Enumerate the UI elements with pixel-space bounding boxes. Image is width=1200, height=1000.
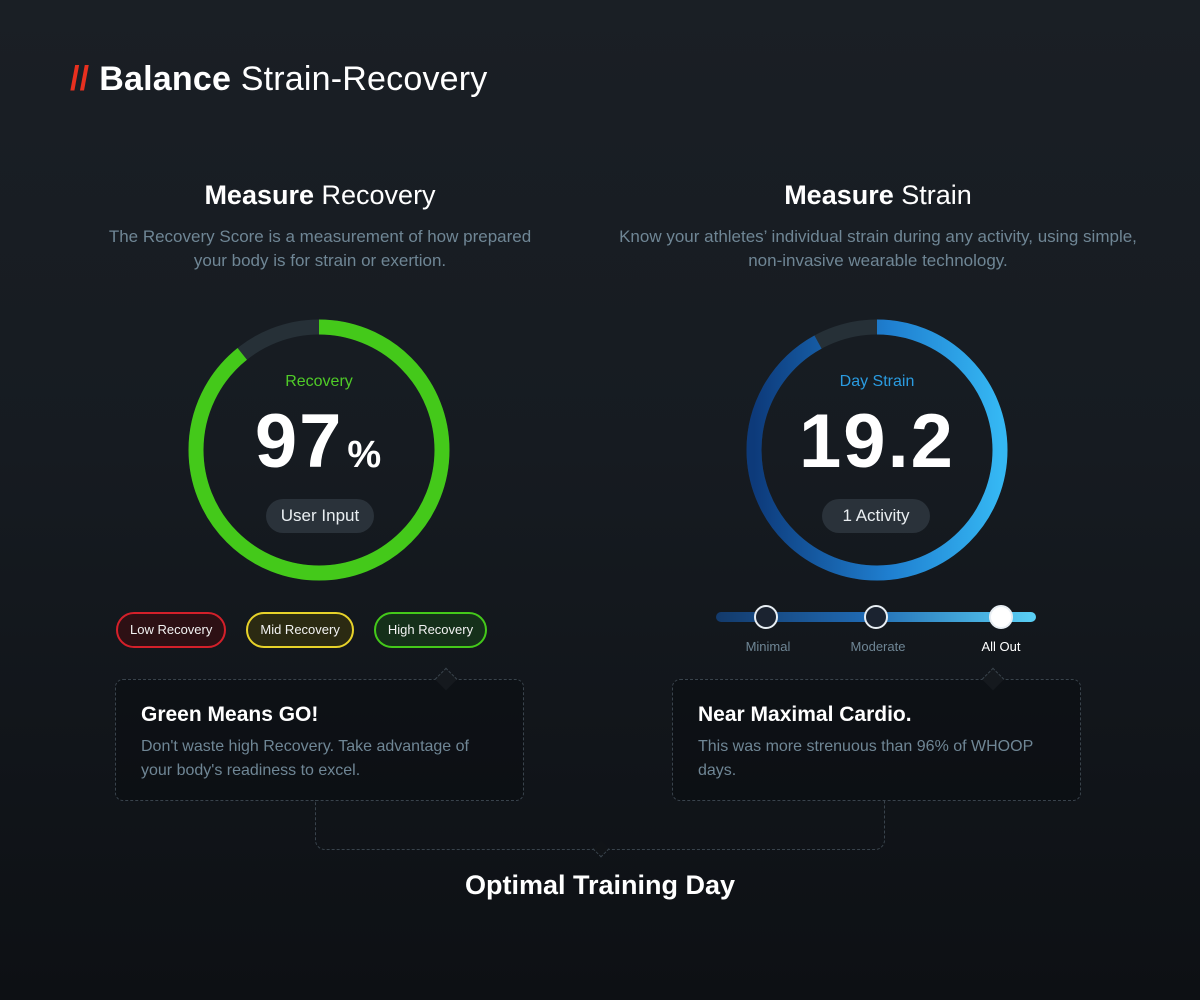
slider-label-all-out: All Out: [981, 639, 1021, 654]
activity-count-button[interactable]: 1 Activity: [822, 499, 930, 533]
strain-gauge: Day Strain 19.2 1 Activity: [745, 318, 1009, 582]
slider-knob-all-out[interactable]: [989, 605, 1013, 629]
high-recovery-badge: High Recovery: [373, 612, 488, 648]
recovery-heading-bold: Measure: [204, 180, 314, 210]
title-bold: Balance: [99, 60, 232, 98]
strain-level-slider: Minimal Moderate All Out: [716, 603, 1036, 663]
user-input-button[interactable]: User Input: [266, 499, 374, 533]
strain-ring-fill: [746, 319, 1008, 581]
recovery-score: 97%: [187, 398, 451, 485]
page-title: //Balance Strain-Recovery: [70, 60, 488, 99]
recovery-callout-body: Don't waste high Recovery. Take advantag…: [141, 738, 469, 779]
recovery-ring: [188, 319, 450, 581]
connector-bracket: [315, 800, 885, 858]
recovery-gauge-label: Recovery: [285, 373, 353, 390]
strain-section: Measure Strain Know your athletes’ indiv…: [618, 180, 1138, 273]
recovery-score-value: 97: [254, 399, 344, 484]
strain-score-value: 19.2: [799, 399, 955, 484]
strain-callout: Near Maximal Cardio. This was more stren…: [672, 667, 1081, 801]
recovery-score-unit: %: [347, 434, 384, 476]
slider-label-minimal: Minimal: [745, 639, 791, 654]
recovery-callout: Green Means GO! Don't waste high Recover…: [115, 667, 524, 801]
strain-ring: [746, 319, 1008, 581]
recovery-callout-title: Green Means GO!: [141, 703, 319, 726]
recovery-section: Measure Recovery The Recovery Score is a…: [60, 180, 580, 273]
recovery-heading: Measure Recovery: [60, 180, 580, 211]
slider-label-moderate: Moderate: [850, 639, 906, 654]
recovery-gauge: Recovery 97% User Input: [187, 318, 451, 582]
optimal-training-day-title: Optimal Training Day: [464, 870, 736, 900]
recovery-legend: Low Recovery Mid Recovery High Recovery: [116, 612, 488, 648]
strain-callout-title: Near Maximal Cardio.: [698, 703, 912, 726]
slider-knob-minimal[interactable]: [754, 605, 778, 629]
strain-heading-bold: Measure: [784, 180, 894, 210]
recovery-heading-light: Recovery: [321, 180, 436, 210]
recovery-ring-fill: [188, 319, 450, 581]
strain-callout-pointer: [981, 667, 1005, 691]
recovery-description: The Recovery Score is a measurement of h…: [108, 227, 532, 270]
title-light: Strain-Recovery: [240, 60, 488, 98]
strain-gauge-label: Day Strain: [839, 373, 915, 390]
mid-recovery-badge: Mid Recovery: [246, 612, 354, 648]
slider-knob-moderate[interactable]: [864, 605, 888, 629]
recovery-callout-pointer: [434, 667, 458, 691]
strain-callout-body: This was more strenuous than 96% of WHOO…: [698, 738, 1033, 779]
connector-pointer: [592, 840, 610, 858]
strain-score: 19.2: [745, 398, 1009, 485]
low-recovery-badge: Low Recovery: [116, 612, 227, 648]
title-slashes: //: [70, 60, 90, 98]
strain-description: Know your athletes’ individual strain du…: [619, 227, 1137, 270]
strain-heading-light: Strain: [901, 180, 972, 210]
strain-heading: Measure Strain: [618, 180, 1138, 211]
